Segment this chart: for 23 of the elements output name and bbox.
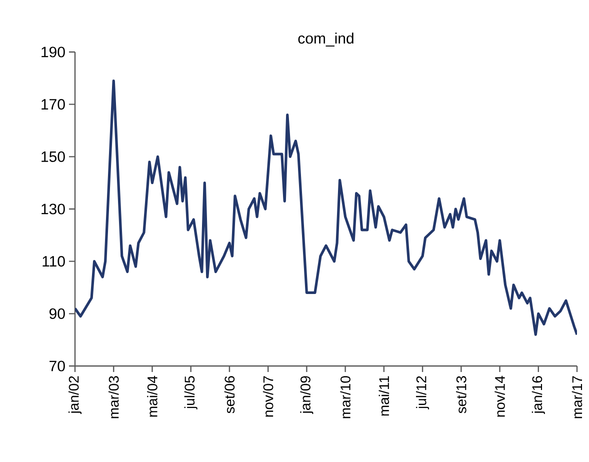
x-tick-label: jul/12: [416, 376, 430, 410]
y-tick-label: 70: [50, 360, 65, 372]
x-tick-label: set/13: [456, 376, 466, 414]
x-tick-label: nov/14: [494, 376, 505, 417]
y-tick-label: 110: [42, 256, 65, 267]
y-tick-label: 90: [50, 308, 65, 319]
x-tick-label: mai/11: [378, 376, 390, 416]
line-series: [75, 79, 578, 336]
x-tick-label: set/06: [224, 376, 235, 414]
y-tick-label: 190: [42, 46, 65, 58]
y-tick-label: 130: [42, 204, 65, 214]
y-tick-label: 170: [42, 99, 65, 110]
y-tick-label: 150: [42, 151, 65, 162]
x-tick-label: jan/09: [300, 376, 314, 414]
x-tick-label: nov/07: [262, 376, 274, 417]
x-tick-label: jan/02: [68, 376, 82, 414]
x-tick-label: mar/03: [108, 376, 119, 418]
chart-title: com_ind: [298, 32, 354, 47]
x-tick-label: jul/05: [184, 376, 198, 410]
x-tick-label: mai/04: [147, 376, 158, 417]
x-tick-label: jan/16: [532, 376, 545, 414]
x-tick-label: mar/10: [340, 376, 350, 418]
x-tick-label: mar/17: [572, 376, 582, 418]
